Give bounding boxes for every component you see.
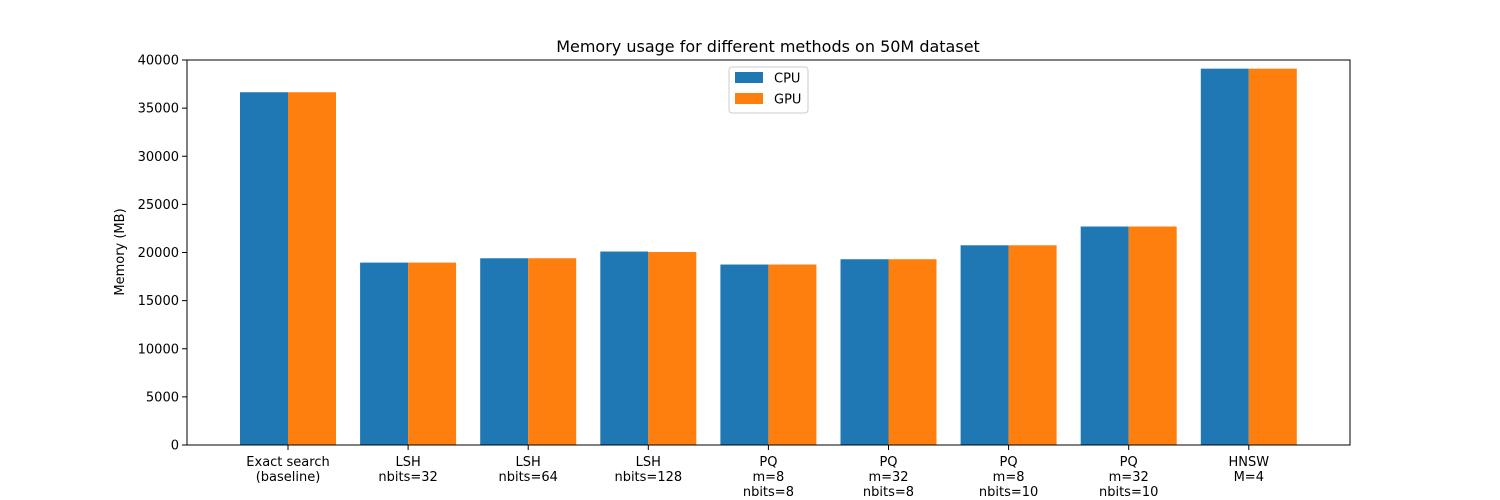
bar-cpu-2 [480,258,529,445]
x-tick-label-1: LSH nbits=32 [378,455,437,485]
y-tick-label-6: 30000 [138,150,179,165]
x-tick-label-8: HNSW M=4 [1228,455,1269,485]
legend-label-gpu: GPU [774,93,801,108]
x-tick-label-3: LSH nbits=128 [614,455,682,485]
y-tick-label-4: 20000 [138,246,179,261]
bar-gpu-0 [288,92,336,446]
bar-cpu-1 [360,262,409,445]
legend-swatch-cpu [735,72,763,83]
bar-cpu-3 [600,251,649,445]
x-tick-label-7: PQ m=32 nbits=10 [1099,455,1158,500]
bar-gpu-4 [768,264,817,445]
x-tick-label-0: Exact search (baseline) [246,455,329,485]
bar-gpu-3 [648,252,697,445]
bar-cpu-6 [960,245,1009,445]
bar-gpu-8 [1248,68,1297,445]
bars-layer [240,68,1297,446]
bar-gpu-5 [888,259,937,445]
y-tick-label-0: 0 [171,439,179,454]
legend: CPU GPU [728,66,809,114]
plot-frame [186,59,1351,446]
bar-gpu-7 [1128,226,1177,445]
x-ticks: Exact search (baseline) LSH nbits=32 LSH nbit… [246,445,1269,500]
x-tick-label-4: PQ m=8 nbits=8 [743,455,794,500]
x-tick-label-5: PQ m=32 nbits=8 [863,455,914,500]
y-axis-label: Memory (MB) [113,208,128,295]
bar-gpu-1 [408,262,457,445]
bar-cpu-4 [720,264,769,445]
y-ticks: 0 5000 10000 15000 20000 25000 30000 35000 40000 [138,54,187,454]
bar-cpu-5 [840,259,889,445]
y-tick-label-1: 5000 [146,390,179,405]
y-tick-label-8: 40000 [138,54,179,69]
x-tick-label-2: LSH nbits=64 [498,455,557,485]
bar-cpu-8 [1200,68,1249,445]
y-tick-label-2: 10000 [138,342,179,357]
bar-cpu-7 [1080,226,1129,445]
y-tick-label-3: 15000 [138,294,179,309]
bar-gpu-6 [1008,245,1057,445]
x-tick-label-6: PQ m=8 nbits=10 [979,455,1038,500]
bar-gpu-2 [528,258,577,445]
legend-label-cpu: CPU [774,72,800,87]
bar-cpu-0 [240,92,288,446]
y-tick-label-5: 25000 [138,198,179,213]
y-tick-label-7: 35000 [138,102,179,117]
legend-swatch-gpu [735,93,763,104]
chart-title: Memory usage for different methods on 50… [556,37,980,56]
